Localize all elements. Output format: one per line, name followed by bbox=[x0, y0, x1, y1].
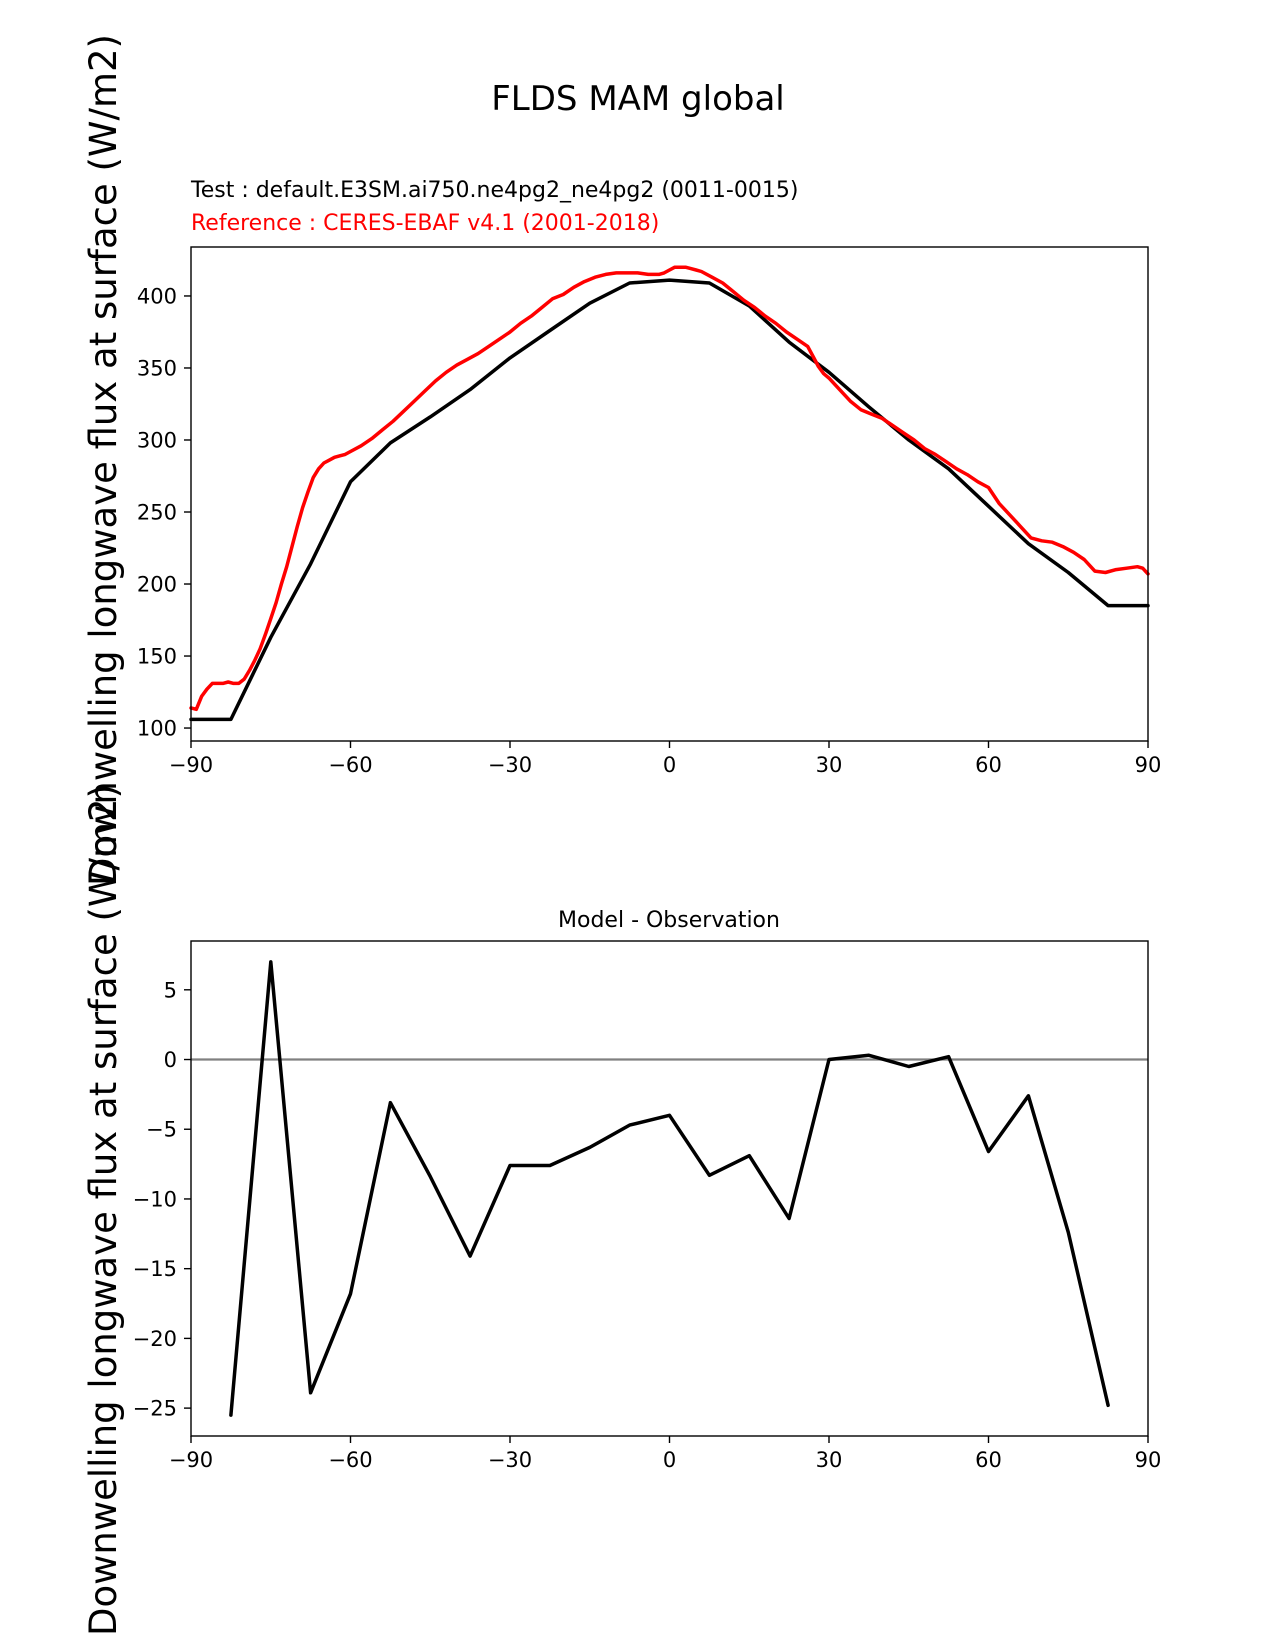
difference-y-tick-label: −25 bbox=[133, 1397, 177, 1421]
difference-x-tick-label: 0 bbox=[663, 1448, 676, 1472]
zonal-mean-x-tick-label: −60 bbox=[328, 753, 372, 777]
reference-series-line bbox=[189, 265, 1150, 712]
zonal-mean-x-tick-label: −90 bbox=[169, 753, 213, 777]
zonal-mean-y-tick-label: 200 bbox=[137, 573, 177, 597]
zonal-mean-x-tick-label: −30 bbox=[488, 753, 532, 777]
zonal-mean-plot-frame bbox=[190, 246, 1149, 742]
difference-y-tick-label: 5 bbox=[164, 978, 177, 1002]
difference-y-tick-label: −10 bbox=[133, 1187, 177, 1211]
figure-title: FLDS MAM global bbox=[491, 79, 785, 119]
top-y-axis-label: Downwelling longwave flux at surface (W/… bbox=[82, 34, 125, 886]
difference-x-tick-label: −60 bbox=[328, 1448, 372, 1472]
zonal-mean-y-tick-label: 250 bbox=[137, 501, 177, 525]
difference-x-tick-label: 60 bbox=[975, 1448, 1002, 1472]
test-series-line bbox=[189, 278, 1150, 722]
zonal-mean-y-tick-label: 100 bbox=[137, 717, 177, 741]
difference-x-tick-label: −90 bbox=[169, 1448, 213, 1472]
zonal-mean-lines bbox=[189, 265, 1150, 722]
zonal-mean-x-ticks: −90 −60 −30 0 30 60 90 bbox=[169, 741, 1162, 777]
difference-panel-title: Model - Observation bbox=[558, 908, 780, 933]
difference-series-line bbox=[229, 960, 1110, 1417]
bottom-y-axis-label: Downwelling longwave flux at surface (W/… bbox=[82, 784, 125, 1636]
zonal-mean-x-tick-label: 90 bbox=[1135, 753, 1162, 777]
zonal-mean-y-tick-label: 350 bbox=[137, 356, 177, 380]
difference-lines bbox=[191, 960, 1148, 1417]
reference-label: Reference : CERES-EBAF v4.1 (2001-2018) bbox=[191, 211, 659, 236]
difference-y-tick-label: −5 bbox=[146, 1118, 177, 1142]
difference-x-ticks: −90 −60 −30 0 30 60 90 bbox=[169, 1436, 1162, 1472]
zonal-mean-panel: −90 −60 −30 0 30 60 90 100 150 200 250 300 350 400 bbox=[137, 246, 1162, 777]
zonal-mean-y-ticks: 100 150 200 250 300 350 400 bbox=[137, 284, 191, 741]
difference-y-tick-label: 0 bbox=[164, 1048, 177, 1072]
zonal-mean-x-tick-label: 60 bbox=[975, 753, 1002, 777]
zonal-mean-y-tick-label: 150 bbox=[137, 645, 177, 669]
zonal-mean-x-tick-label: 0 bbox=[663, 753, 676, 777]
difference-x-tick-label: 30 bbox=[816, 1448, 843, 1472]
zonal-mean-y-tick-label: 400 bbox=[137, 284, 177, 308]
difference-y-ticks: 5 0 −5 −10 −15 −20 −25 bbox=[133, 978, 191, 1421]
difference-panel: −90 −60 −30 0 30 60 90 5 0 −5 −10 −15 −20 −25 bbox=[133, 940, 1162, 1472]
zonal-mean-y-tick-label: 300 bbox=[137, 428, 177, 452]
difference-x-tick-label: 90 bbox=[1135, 1448, 1162, 1472]
zonal-mean-x-tick-label: 30 bbox=[816, 753, 843, 777]
difference-x-tick-label: −30 bbox=[488, 1448, 532, 1472]
test-label: Test : default.E3SM.ai750.ne4pg2_ne4pg2 … bbox=[190, 178, 798, 203]
difference-y-tick-label: −15 bbox=[133, 1257, 177, 1281]
difference-y-tick-label: −20 bbox=[133, 1327, 177, 1351]
difference-plot-frame bbox=[190, 940, 1149, 1437]
